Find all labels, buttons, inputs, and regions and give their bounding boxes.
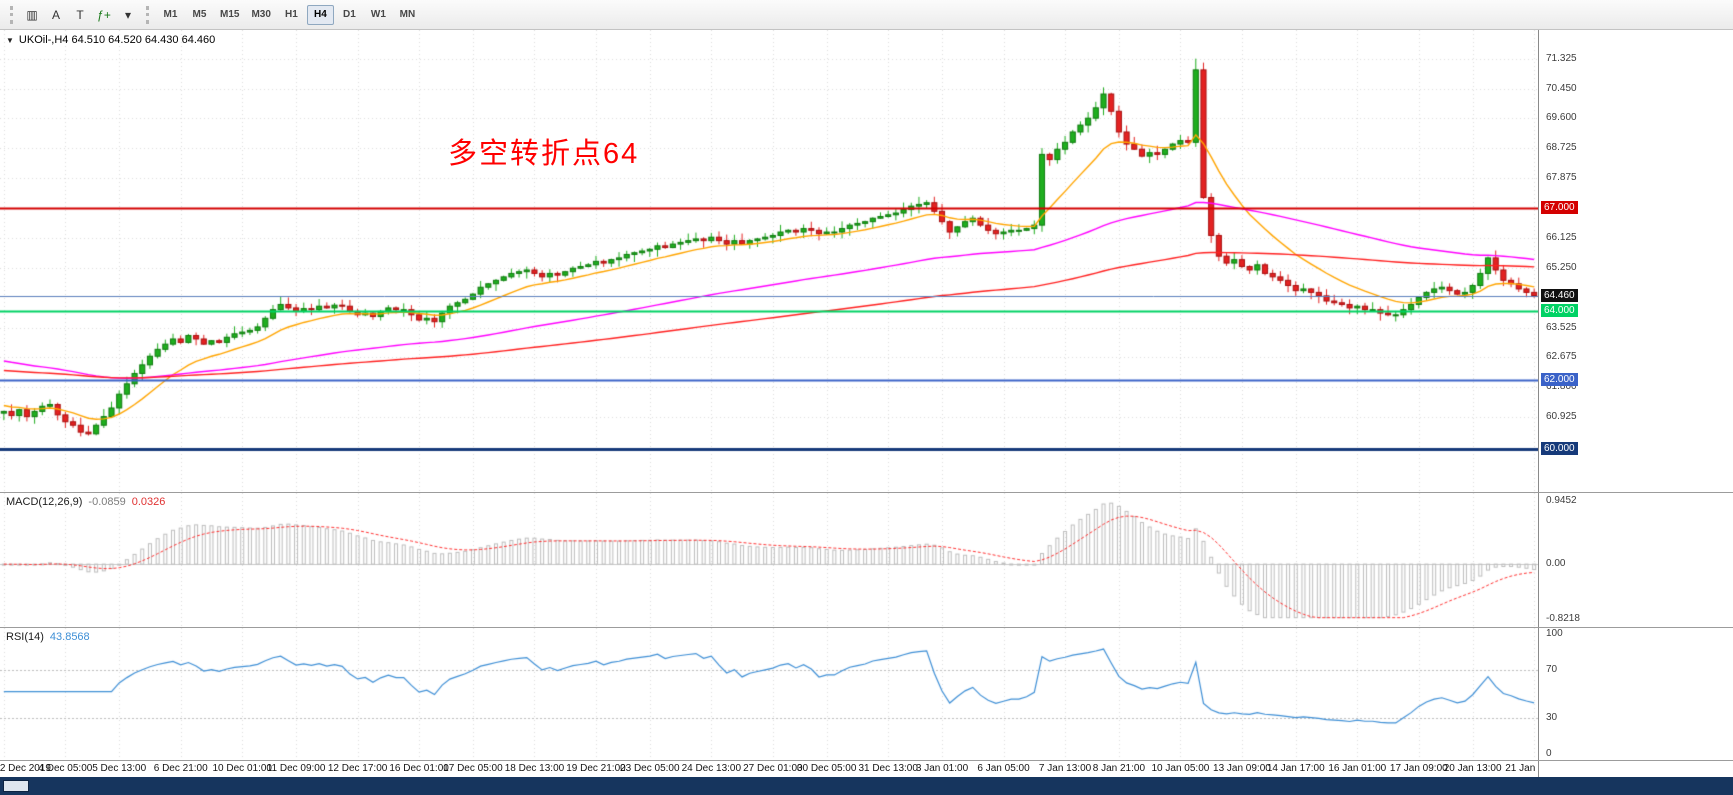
macd-tick-label: -0.8218 [1546, 613, 1580, 624]
text-tool-icon[interactable]: T [68, 4, 92, 26]
time-tick-label: 5 Dec 13:00 [92, 763, 147, 774]
indicators-icon[interactable]: ƒ+ [92, 4, 116, 26]
timeframe-w1-button[interactable]: W1 [365, 5, 392, 25]
macd-panel: MACD(12,26,9) -0.0859 0.0326 0.9452 0.00 -… [0, 492, 1733, 627]
time-tick-label: 17 Jan 09:00 [1389, 763, 1448, 774]
rsi-panel: RSI(14) 43.8568 100 70 30 0 [0, 627, 1733, 760]
hline-price-badge: 62.000 [1541, 373, 1578, 387]
time-tick-label: 13 Jan 09:00 [1213, 763, 1271, 774]
time-tick-label: 27 Dec 01:00 [743, 763, 803, 774]
symbol-header: ▼ UKOil-,H4 64.510 64.520 64.430 64.460 [6, 34, 215, 46]
price-tick-label: 61.800 [1546, 381, 1577, 393]
rsi-tick-label: 100 [1546, 628, 1563, 639]
time-tick-label: 31 Dec 13:00 [858, 763, 918, 774]
timeframe-h4-button[interactable]: H4 [306, 4, 334, 25]
macd-label: MACD(12,26,9) -0.0859 0.0326 [6, 496, 165, 508]
price-tick-label: 65.250 [1546, 262, 1577, 274]
main-chart-panel: ▼ UKOil-,H4 64.510 64.520 64.430 64.460 … [0, 30, 1733, 492]
main-chart-canvas[interactable] [0, 30, 1538, 492]
price-tick-label: 71.325 [1546, 52, 1577, 64]
price-tick-label: 63.525 [1546, 321, 1577, 333]
hline-price-badge: 64.000 [1541, 304, 1578, 318]
macd-axis[interactable]: 0.9452 0.00 -0.8218 [1538, 493, 1610, 627]
bottom-status-bar [0, 777, 1733, 795]
current-price-badge: 64.460 [1541, 288, 1578, 302]
status-segment[interactable] [3, 780, 29, 792]
price-tick-label: 70.450 [1546, 82, 1577, 94]
chart-annotation-text[interactable]: 多空转折点64 [448, 138, 640, 170]
rsi-tick-label: 70 [1546, 664, 1558, 675]
price-tick-label: 60.925 [1546, 411, 1577, 423]
time-tick-label: 11 Dec 09:00 [266, 763, 326, 774]
timeframe-mn-button[interactable]: MN [394, 5, 421, 25]
timeframe-m5-button[interactable]: M5 [186, 5, 213, 25]
bar-chart-icon[interactable]: ▥ [20, 4, 44, 26]
hline-price-badge: 67.000 [1541, 200, 1578, 214]
timeframe-m15-button[interactable]: M15 [215, 5, 244, 25]
time-tick-label: 6 Jan 05:00 [977, 763, 1030, 774]
rsi-canvas[interactable] [0, 628, 1538, 760]
timeframe-d1-button[interactable]: D1 [336, 5, 363, 25]
time-tick-label: 7 Jan 13:00 [1038, 763, 1092, 774]
rsi-tick-label: 0 [1546, 748, 1552, 759]
price-tick-label: 66.125 [1546, 232, 1577, 244]
cursor-tool-icon[interactable]: A [44, 4, 68, 26]
time-tick-label: 12 Dec 17:00 [327, 763, 388, 774]
price-tick-label: 67.875 [1546, 171, 1577, 183]
time-tick-label: 21 Jan 21:00 [1505, 763, 1564, 774]
price-axis[interactable]: 71.325 70.450 69.600 68.725 67.875 66.125 65.2… [1538, 30, 1610, 492]
timeframe-h1-button[interactable]: H1 [278, 5, 305, 25]
time-tick-label: 14 Jan 17:00 [1266, 763, 1325, 774]
macd-signal-value: 0.0326 [131, 496, 166, 508]
macd-canvas[interactable] [0, 493, 1538, 627]
time-tick-label: 2 Dec 2019 [0, 763, 51, 774]
price-tick-label: 68.725 [1546, 142, 1577, 154]
toolbar-grip[interactable] [146, 5, 150, 24]
macd-main-value: -0.0859 [88, 496, 126, 508]
symbol-ohlc-label: UKOil-,H4 64.510 64.520 64.430 64.460 [18, 34, 216, 46]
time-tick-label: 17 Dec 05:00 [443, 763, 503, 774]
toolbar-grip[interactable] [10, 5, 14, 24]
time-tick-label: 6 Dec 21:00 [153, 763, 208, 774]
hline-price-badge: 60.000 [1541, 442, 1578, 456]
rsi-name: RSI(14) [6, 631, 44, 643]
price-tick-label: 62.675 [1546, 351, 1577, 363]
macd-tick-label: 0.00 [1546, 558, 1566, 570]
dropdown-caret-icon[interactable]: ▾ [116, 4, 140, 26]
rsi-axis[interactable]: 100 70 30 0 [1538, 628, 1610, 760]
time-tick-label: 16 Dec 01:00 [389, 763, 449, 774]
time-axis[interactable]: 2 Dec 2019 4 Dec 05:00 5 Dec 13:00 6 Dec 21… [0, 761, 1563, 777]
time-tick-label: 3 Jan 01:00 [915, 763, 969, 774]
time-tick-label: 20 Jan 13:00 [1443, 763, 1502, 774]
time-axis-panel: 2 Dec 2019 4 Dec 05:00 5 Dec 13:00 6 Dec 21… [0, 760, 1733, 777]
symbol-dropdown-icon[interactable]: ▼ [6, 35, 14, 45]
price-tick-label: 69.600 [1546, 112, 1577, 124]
time-tick-label: 30 Dec 05:00 [796, 763, 857, 774]
macd-name: MACD(12,26,9) [6, 496, 83, 508]
time-tick-label: 19 Dec 21:00 [566, 763, 626, 774]
rsi-value: 43.8568 [49, 631, 90, 643]
time-axis-corner [1538, 761, 1610, 777]
timeframe-m1-button[interactable]: M1 [157, 5, 184, 25]
rsi-label: RSI(14) 43.8568 [6, 631, 90, 643]
time-tick-label: 16 Jan 01:00 [1328, 763, 1387, 774]
time-tick-label: 10 Dec 01:00 [212, 763, 272, 774]
time-tick-label: 4 Dec 05:00 [38, 763, 93, 774]
time-tick-label: 24 Dec 13:00 [681, 763, 742, 774]
time-tick-label: 8 Jan 21:00 [1092, 763, 1146, 774]
time-tick-label: 18 Dec 13:00 [504, 763, 565, 774]
rsi-tick-label: 30 [1546, 712, 1558, 723]
macd-tick-label: 0.9452 [1546, 495, 1577, 506]
timeframe-m30-button[interactable]: M30 [246, 5, 275, 25]
time-tick-label: 23 Dec 05:00 [620, 763, 680, 774]
timeframe-buttons: M1 M5 M15 M30 H1 H4 D1 W1 MN [156, 4, 422, 25]
time-tick-label: 10 Jan 05:00 [1151, 763, 1210, 774]
